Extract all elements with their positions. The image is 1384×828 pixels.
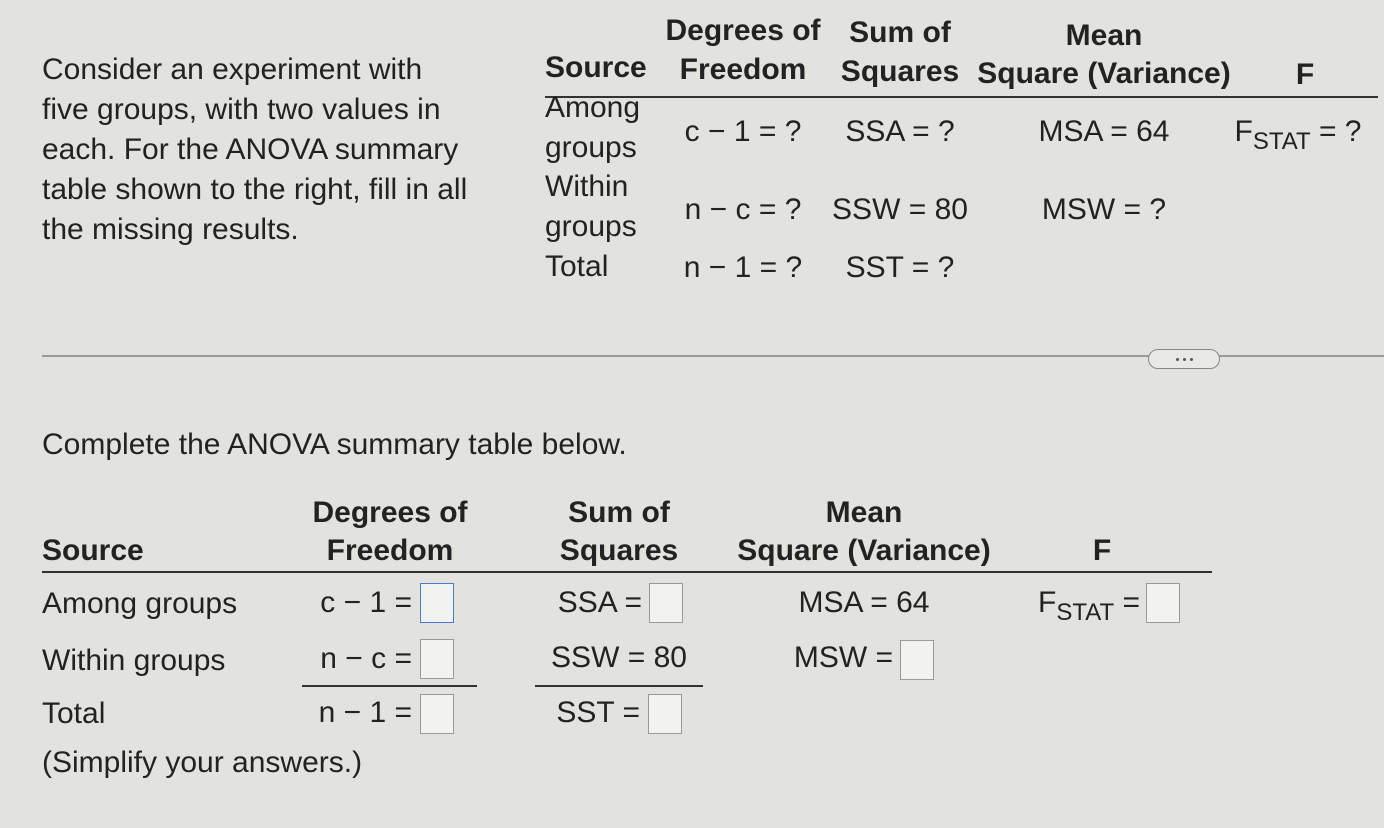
f-cell: FSTAT = (1038, 586, 1140, 625)
header: Freedom (326, 534, 454, 567)
problem-line: table shown to the right, fill in all (42, 173, 468, 206)
header: Source (545, 51, 647, 84)
cell: MSA = 64 (798, 586, 930, 619)
subscript: STAT (1056, 599, 1115, 626)
header: Freedom (679, 53, 807, 86)
cell: c − 1 = (320, 586, 412, 619)
header: Square (Variance) (737, 534, 991, 567)
symbol: F (1038, 586, 1057, 619)
instruction: Complete the ANOVA summary table below. (42, 428, 627, 461)
suffix: = (1122, 586, 1140, 619)
expand-button[interactable] (1148, 349, 1220, 369)
problem-line: five groups, with two values in (42, 93, 441, 126)
source: Within (545, 170, 629, 203)
header: Squares (840, 55, 960, 88)
source: Within groups (42, 644, 226, 677)
source: Among groups (42, 587, 238, 620)
answer-box[interactable] (420, 694, 454, 734)
cell: n − 1 = (318, 696, 412, 729)
header: Degrees of (665, 14, 821, 47)
header: Sum of (849, 16, 951, 49)
cell: c − 1 = ? (684, 115, 802, 148)
source: Total (545, 250, 609, 283)
header: Sum of (568, 496, 670, 529)
answer-box[interactable] (649, 583, 683, 623)
source: groups (545, 131, 637, 164)
cell: n − 1 = ? (683, 251, 803, 284)
problem-line: each. For the ANOVA summary (42, 133, 459, 166)
answer-box[interactable] (420, 639, 454, 679)
header: Mean (1065, 19, 1143, 52)
source: groups (545, 210, 637, 243)
header: Degrees of (312, 496, 468, 529)
header: Source (42, 534, 144, 567)
divider (42, 355, 1384, 357)
subscript: STAT (1252, 128, 1311, 155)
header: Mean (825, 496, 903, 529)
answer-box[interactable] (648, 694, 682, 734)
cell: SSW = 80 (551, 641, 687, 674)
cell: MSA = 64 (1038, 115, 1170, 148)
answer-box[interactable] (1146, 583, 1180, 623)
suffix: = ? (1318, 115, 1362, 148)
cell: SSA = ? (845, 115, 955, 148)
source: Among (545, 91, 641, 124)
problem-line: the missing results. (42, 213, 299, 246)
cell: SSA = (557, 586, 642, 619)
header: F (1092, 534, 1112, 567)
sum-rule (535, 685, 703, 687)
header: Squares (559, 534, 679, 567)
cell: n − c = ? (684, 193, 802, 226)
answer-box[interactable] (900, 640, 934, 680)
header: Square (Variance) (977, 57, 1231, 90)
f-cell: FSTAT = ? (1234, 115, 1362, 154)
source: Total (42, 697, 106, 730)
note: (Simplify your answers.) (42, 746, 363, 779)
cell: MSW = ? (1041, 193, 1167, 226)
symbol: F (1234, 115, 1253, 148)
sum-rule (302, 685, 477, 687)
cell: SST = ? (845, 251, 955, 284)
problem-line: Consider an experiment with (42, 53, 423, 86)
cell: MSW = (793, 641, 893, 674)
header: F (1295, 58, 1315, 91)
cell: n − c = (320, 642, 412, 675)
cell: SST = (556, 696, 640, 729)
rule (545, 96, 1378, 98)
rule (42, 571, 1212, 573)
answer-box[interactable] (420, 583, 454, 623)
cell: SSW = 80 (832, 193, 968, 226)
